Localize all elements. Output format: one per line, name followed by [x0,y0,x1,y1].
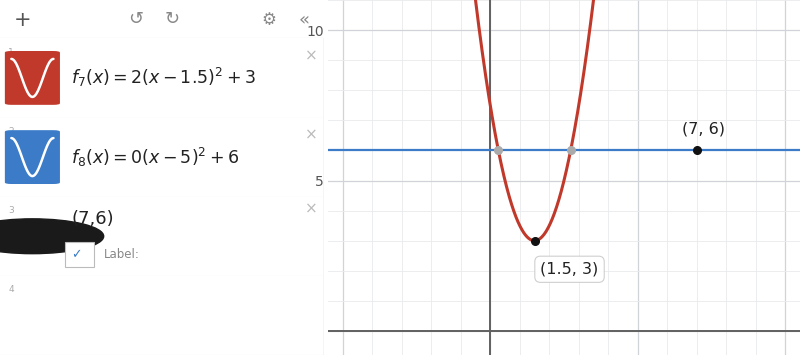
Text: «: « [299,11,310,29]
Text: Label:: Label: [104,248,139,261]
Text: (7,6): (7,6) [71,210,114,228]
Text: (1.5, 3): (1.5, 3) [541,262,598,277]
FancyBboxPatch shape [5,51,60,105]
Text: +: + [14,10,31,30]
FancyBboxPatch shape [65,242,94,267]
Text: ↻: ↻ [164,10,179,28]
Text: ↺: ↺ [129,10,144,28]
Text: (7, 6): (7, 6) [682,122,725,137]
Text: ×: × [305,201,318,216]
Text: ⚙: ⚙ [262,11,276,29]
Text: $f_7(x) = 2(x-1.5)^2+3$: $f_7(x) = 2(x-1.5)^2+3$ [71,66,256,89]
FancyBboxPatch shape [5,130,60,184]
Circle shape [0,219,104,254]
Text: ×: × [305,127,318,142]
Text: ✓: ✓ [71,248,82,261]
Text: 4: 4 [8,285,14,294]
Text: 3: 3 [8,206,14,215]
Text: $f_8(x) = 0(x-5)^2+6$: $f_8(x) = 0(x-5)^2+6$ [71,146,240,169]
Text: 2: 2 [8,127,14,136]
Text: 1: 1 [8,48,14,57]
Text: ×: × [305,48,318,63]
